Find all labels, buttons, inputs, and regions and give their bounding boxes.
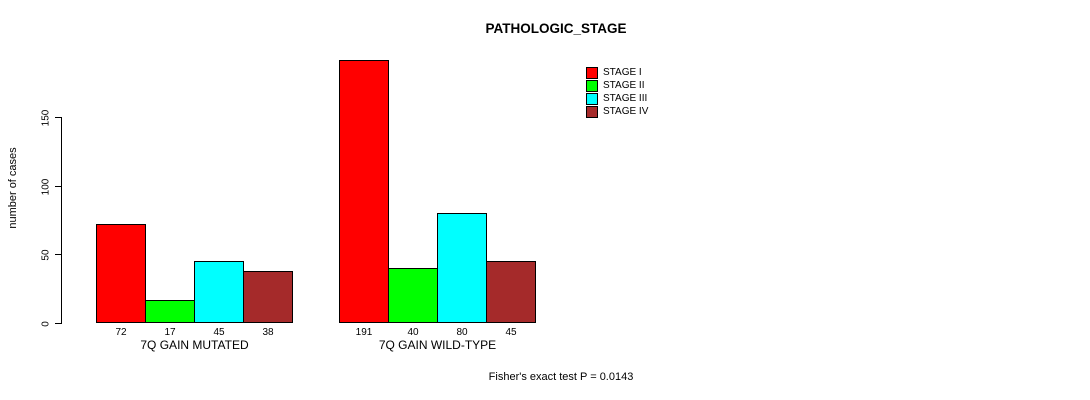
bar-value-label: 72	[115, 327, 127, 338]
y-axis-tick	[55, 323, 62, 324]
bar-stage-iii-7q-gain-wild-type	[437, 213, 487, 323]
y-axis-tick	[55, 117, 62, 118]
y-axis-tick-label: 100	[40, 178, 52, 195]
bar-stage-i-7q-gain-mutated	[96, 224, 146, 323]
legend-color-swatch	[586, 79, 598, 92]
bar-stage-iii-7q-gain-mutated	[194, 261, 244, 323]
legend-item-stage-iii: STAGE III	[586, 92, 648, 105]
y-axis-tick-label: 0	[40, 320, 52, 327]
legend-color-swatch	[586, 105, 598, 118]
legend-item-label: STAGE I	[603, 67, 642, 78]
bar-value-label: 17	[164, 327, 176, 338]
y-axis-tick	[55, 186, 62, 187]
bar-value-label: 45	[505, 327, 517, 338]
bar-stage-iv-7q-gain-wild-type	[486, 261, 536, 323]
bar-stage-ii-7q-gain-wild-type	[388, 268, 438, 323]
group-label-7q-gain-wild-type: 7Q GAIN WILD-TYPE	[378, 338, 497, 352]
legend: STAGE I STAGE II STAGE III STAGE IV	[586, 66, 648, 118]
stat-test-footnote: Fisher's exact test P = 0.0143	[488, 371, 634, 383]
legend-color-swatch	[586, 92, 598, 105]
bar-value-label: 80	[456, 327, 468, 338]
legend-color-swatch	[586, 66, 598, 79]
legend-item-label: STAGE III	[603, 93, 648, 104]
group-label-7q-gain-mutated: 7Q GAIN MUTATED	[140, 338, 249, 352]
y-axis-tick-label: 50	[40, 248, 52, 261]
bar-stage-i-7q-gain-wild-type	[339, 60, 389, 323]
y-axis-tick	[55, 254, 62, 255]
bar-stage-iv-7q-gain-mutated	[243, 271, 293, 323]
bar-value-label: 45	[213, 327, 225, 338]
legend-item-label: STAGE IV	[603, 106, 649, 117]
y-axis-tick-label: 150	[40, 109, 52, 126]
legend-item-stage-iv: STAGE IV	[586, 105, 648, 118]
bar-value-label: 40	[407, 327, 419, 338]
chart-title: PATHOLOGIC_STAGE	[485, 21, 627, 36]
y-axis-label: number of cases	[7, 147, 19, 229]
bar-value-label: 38	[262, 327, 274, 338]
bar-stage-ii-7q-gain-mutated	[145, 300, 195, 323]
legend-item-stage-i: STAGE I	[586, 66, 648, 79]
legend-item-label: STAGE II	[603, 80, 645, 91]
bar-value-label: 191	[355, 327, 373, 338]
y-axis-line	[61, 117, 62, 323]
legend-item-stage-ii: STAGE II	[586, 79, 648, 92]
